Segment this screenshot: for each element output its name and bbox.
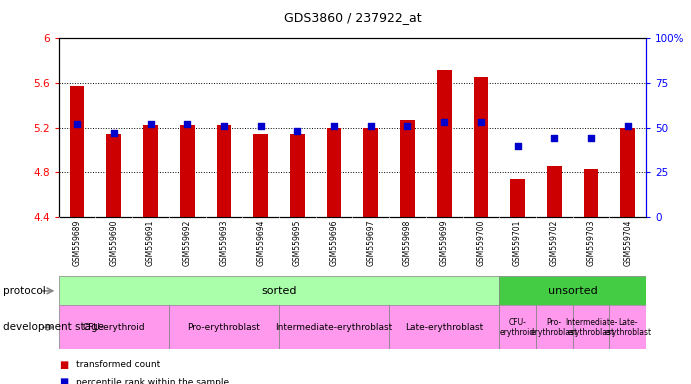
Bar <box>400 120 415 217</box>
Text: Pro-
erythroblast: Pro- erythroblast <box>531 318 578 337</box>
Bar <box>70 86 84 217</box>
Point <box>366 123 377 129</box>
Bar <box>143 126 158 217</box>
Text: sorted: sorted <box>261 286 296 296</box>
Bar <box>536 305 573 349</box>
Point <box>145 121 156 127</box>
Text: GSM559698: GSM559698 <box>403 220 412 266</box>
Bar <box>254 134 268 217</box>
Bar <box>609 305 646 349</box>
Point <box>585 135 596 141</box>
Bar <box>389 305 499 349</box>
Bar <box>547 166 562 217</box>
Point <box>328 123 339 129</box>
Bar <box>621 128 635 217</box>
Text: protocol: protocol <box>3 286 46 296</box>
Text: GSM559699: GSM559699 <box>439 220 448 266</box>
Text: GDS3860 / 237922_at: GDS3860 / 237922_at <box>283 12 422 25</box>
Bar <box>573 305 609 349</box>
Point <box>512 142 523 149</box>
Bar <box>363 128 378 217</box>
Text: GSM559691: GSM559691 <box>146 220 155 266</box>
Point <box>218 123 229 129</box>
Point <box>292 128 303 134</box>
Text: Intermediate-
erythroblast: Intermediate- erythroblast <box>565 318 617 337</box>
Point <box>475 119 486 126</box>
Text: development stage: development stage <box>3 322 104 333</box>
Bar <box>510 179 525 217</box>
Bar <box>473 78 489 217</box>
Text: GSM559697: GSM559697 <box>366 220 375 266</box>
Point <box>549 135 560 141</box>
Bar <box>169 305 279 349</box>
Bar <box>584 169 598 217</box>
Text: GSM559696: GSM559696 <box>330 220 339 266</box>
Bar <box>106 134 121 217</box>
Text: transformed count: transformed count <box>76 360 160 369</box>
Bar <box>290 134 305 217</box>
Bar <box>499 305 536 349</box>
Point <box>72 121 83 127</box>
Bar <box>180 126 195 217</box>
Text: unsorted: unsorted <box>548 286 598 296</box>
Text: Intermediate-erythroblast: Intermediate-erythroblast <box>276 323 392 332</box>
Point <box>622 123 633 129</box>
Point <box>439 119 450 126</box>
Text: CFU-
erythroid: CFU- erythroid <box>500 318 536 337</box>
Bar <box>499 276 646 305</box>
Point <box>255 123 266 129</box>
Text: GSM559690: GSM559690 <box>109 220 118 266</box>
Text: GSM559692: GSM559692 <box>182 220 191 266</box>
Text: GSM559701: GSM559701 <box>513 220 522 266</box>
Text: GSM559689: GSM559689 <box>73 220 82 266</box>
Bar <box>279 305 389 349</box>
Bar <box>216 126 231 217</box>
Text: GSM559704: GSM559704 <box>623 220 632 266</box>
Text: ■: ■ <box>59 360 68 370</box>
Text: Pro-erythroblast: Pro-erythroblast <box>187 323 261 332</box>
Point <box>108 130 120 136</box>
Text: GSM559694: GSM559694 <box>256 220 265 266</box>
Text: ■: ■ <box>59 377 68 384</box>
Text: GSM559693: GSM559693 <box>220 220 229 266</box>
Bar <box>59 276 499 305</box>
Text: percentile rank within the sample: percentile rank within the sample <box>76 377 229 384</box>
Point <box>402 123 413 129</box>
Bar <box>327 128 341 217</box>
Text: Late-
erythroblast: Late- erythroblast <box>604 318 652 337</box>
Text: GSM559703: GSM559703 <box>587 220 596 266</box>
Text: GSM559700: GSM559700 <box>476 220 485 266</box>
Point <box>182 121 193 127</box>
Text: Late-erythroblast: Late-erythroblast <box>405 323 483 332</box>
Text: CFU-erythroid: CFU-erythroid <box>82 323 145 332</box>
Bar <box>59 305 169 349</box>
Bar <box>437 70 451 217</box>
Text: GSM559695: GSM559695 <box>293 220 302 266</box>
Text: GSM559702: GSM559702 <box>550 220 559 266</box>
